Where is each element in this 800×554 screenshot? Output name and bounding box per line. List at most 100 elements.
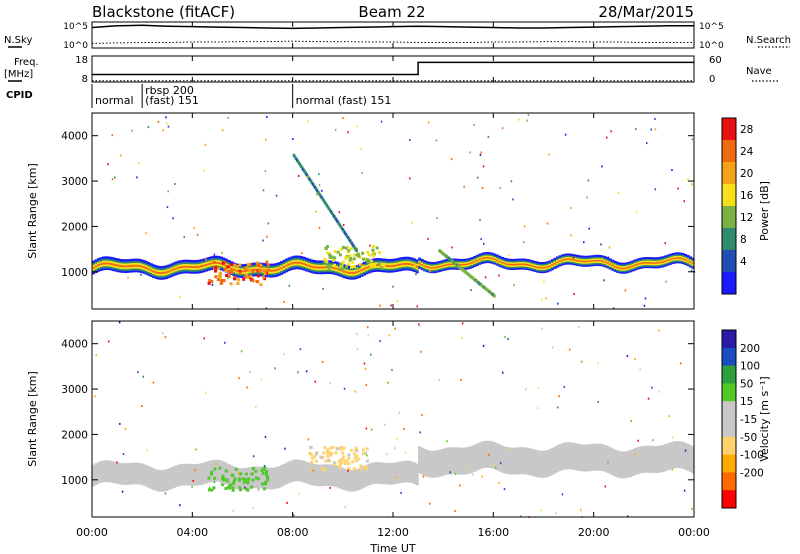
heatmap-cell xyxy=(515,263,519,266)
heatmap-cell xyxy=(119,268,123,271)
heatmap-cell xyxy=(342,268,346,271)
heatmap-cell xyxy=(332,272,336,275)
heatmap-cell xyxy=(182,271,186,274)
heatmap-cell xyxy=(287,261,291,264)
heatmap-cell xyxy=(329,453,332,457)
heatmap-cell xyxy=(384,423,386,426)
heatmap-cell xyxy=(295,255,299,258)
heatmap-cell xyxy=(129,258,133,262)
heatmap-cell xyxy=(643,261,647,264)
heatmap-cell xyxy=(350,482,354,486)
heatmap-cell xyxy=(663,258,667,261)
heatmap-cell xyxy=(365,447,369,451)
heatmap-cell xyxy=(666,254,670,257)
heatmap-cell xyxy=(199,270,203,273)
heatmap-cell xyxy=(360,470,364,474)
heatmap-cell xyxy=(357,268,361,271)
heatmap-cell xyxy=(217,274,221,278)
heatmap-cell xyxy=(638,265,642,268)
heatmap-cell xyxy=(551,259,555,262)
heatmap-cell xyxy=(465,469,469,475)
heatmap-cell xyxy=(336,220,339,223)
heatmap-cell xyxy=(623,458,627,464)
heatmap-cell xyxy=(385,472,389,476)
heatmap-cell xyxy=(295,259,299,262)
heatmap-cell xyxy=(493,446,497,451)
heatmap-cell xyxy=(430,269,434,272)
heatmap-cell xyxy=(647,397,650,400)
heatmap-cell xyxy=(507,254,510,257)
heatmap-cell xyxy=(315,476,319,480)
heatmap-cell xyxy=(440,449,444,454)
heatmap-cell xyxy=(240,480,244,484)
heatmap-cell xyxy=(470,260,474,262)
heatmap-cell xyxy=(332,461,336,465)
heatmap-cell xyxy=(656,263,660,266)
heatmap-cell xyxy=(340,271,344,274)
heatmap-cell xyxy=(94,466,98,470)
heatmap-cell xyxy=(309,452,313,456)
heatmap-cell xyxy=(656,266,660,269)
heatmap-cell xyxy=(326,205,330,209)
heatmap-cell xyxy=(134,474,138,479)
heatmap-cell xyxy=(658,262,662,265)
heatmap-cell xyxy=(563,453,567,459)
heatmap-cell xyxy=(127,466,131,470)
heatmap-cell xyxy=(658,453,662,458)
heatmap-cell xyxy=(448,267,452,270)
heatmap-cell xyxy=(573,293,575,295)
heatmap-cell xyxy=(658,265,662,268)
heatmap-cell xyxy=(430,266,434,269)
heatmap-cell xyxy=(631,449,635,454)
heatmap-cell xyxy=(548,269,552,272)
heatmap-cell xyxy=(503,263,507,266)
heatmap-cell xyxy=(317,260,321,263)
heatmap-cell xyxy=(332,260,336,264)
heatmap-cell xyxy=(576,462,580,467)
heatmap-cell xyxy=(395,462,399,466)
heatmap-cell xyxy=(566,262,570,265)
heatmap-cell xyxy=(297,261,301,264)
heatmap-cell xyxy=(543,454,547,459)
heatmap-cell xyxy=(340,226,343,230)
heatmap-cell xyxy=(443,459,447,464)
heatmap-cell xyxy=(405,256,409,260)
velocity-colorbar-tick: 100 xyxy=(740,361,760,373)
heatmap-cell xyxy=(465,466,469,471)
heatmap-cell xyxy=(676,456,680,461)
heatmap-cell xyxy=(323,468,327,472)
heatmap-cell xyxy=(326,251,330,255)
heatmap-cell xyxy=(468,450,472,455)
heatmap-cell xyxy=(470,263,474,266)
heatmap-cell xyxy=(325,479,329,483)
heatmap-cell xyxy=(468,446,472,451)
heatmap-cell xyxy=(495,462,499,467)
heatmap-cell xyxy=(117,266,121,269)
heatmap-cell xyxy=(568,446,572,451)
heatmap-cell xyxy=(568,348,571,351)
heatmap-cell xyxy=(297,175,300,177)
heatmap-cell xyxy=(495,447,499,452)
heatmap-cell xyxy=(240,266,244,269)
heatmap-cell xyxy=(383,471,387,476)
heatmap-cell xyxy=(651,446,655,451)
heatmap-cell xyxy=(114,263,118,266)
heatmap-cell xyxy=(228,486,232,490)
heatmap-cell xyxy=(152,468,156,472)
heatmap-cell xyxy=(372,265,376,269)
heatmap-cell xyxy=(430,265,434,268)
heatmap-cell xyxy=(450,462,454,467)
heatmap-cell xyxy=(475,260,479,263)
heatmap-cell xyxy=(152,381,155,384)
heatmap-cell xyxy=(691,263,695,266)
heatmap-cell xyxy=(433,263,437,266)
heatmap-cell xyxy=(490,255,494,258)
heatmap-cell xyxy=(207,268,211,271)
heatmap-cell xyxy=(607,256,610,259)
heatmap-cell xyxy=(172,273,176,277)
heatmap-cell xyxy=(628,472,632,478)
heatmap-cell xyxy=(455,458,459,463)
heatmap-cell xyxy=(369,259,373,263)
heatmap-cell xyxy=(413,471,417,475)
heatmap-cell xyxy=(232,266,236,269)
